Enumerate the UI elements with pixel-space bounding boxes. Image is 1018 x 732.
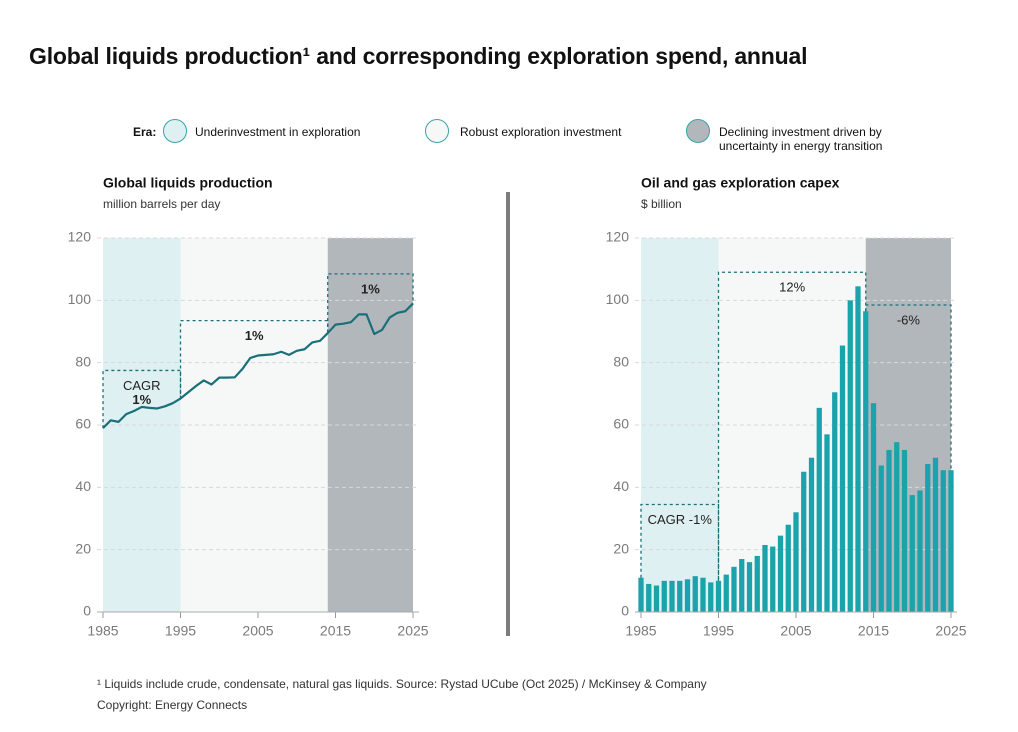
bar bbox=[669, 580, 675, 612]
period-label: 1% bbox=[132, 392, 151, 407]
x-tick-label: 1985 bbox=[87, 623, 118, 639]
bar bbox=[700, 577, 706, 612]
y-tick-label: 60 bbox=[75, 416, 91, 432]
bar bbox=[816, 407, 822, 612]
legend-text: Declining investment driven by uncertain… bbox=[719, 125, 883, 153]
chart: Global liquids production million barrels… bbox=[68, 175, 429, 639]
x-tick-label: 2005 bbox=[242, 623, 273, 639]
period-bracket bbox=[865, 304, 952, 471]
y-tick-label: 0 bbox=[621, 603, 629, 619]
bar bbox=[948, 470, 954, 612]
bar bbox=[925, 463, 931, 612]
period-bracket bbox=[179, 319, 329, 399]
bar bbox=[746, 562, 753, 612]
copyright: Copyright: Energy Connects bbox=[97, 698, 248, 712]
line bbox=[102, 302, 414, 429]
page-title: Global liquids production¹ and correspon… bbox=[29, 43, 808, 69]
y-tick-label: 100 bbox=[606, 291, 630, 307]
chart-subtitle: million barrels per day bbox=[103, 197, 220, 211]
legend-swatch bbox=[163, 119, 187, 143]
bar bbox=[785, 524, 791, 612]
bar bbox=[653, 585, 660, 612]
y-tick-label: 20 bbox=[75, 540, 91, 556]
footnote: ¹ Liquids include crude, condensate, nat… bbox=[97, 677, 707, 691]
bar bbox=[886, 449, 892, 612]
bar bbox=[847, 300, 853, 612]
bar bbox=[855, 286, 861, 612]
y-tick-label: 60 bbox=[613, 416, 629, 432]
chart-title: Oil and gas exploration capex bbox=[641, 175, 840, 191]
y-tick-label: 80 bbox=[613, 353, 629, 369]
y-tick-label: 80 bbox=[75, 353, 91, 369]
period-label: 1% bbox=[245, 328, 264, 343]
legend-swatch bbox=[425, 119, 449, 143]
bar bbox=[723, 574, 729, 612]
bar bbox=[793, 512, 799, 612]
x-tick-label: 1995 bbox=[703, 623, 734, 639]
bar bbox=[638, 577, 644, 612]
charts: Oil and gas exploration capex $ billion 0 2… bbox=[68, 175, 967, 639]
period-label: -6% bbox=[897, 312, 921, 327]
period-bracket bbox=[717, 271, 867, 581]
bar bbox=[801, 471, 807, 612]
bar bbox=[917, 490, 923, 612]
bar bbox=[661, 580, 667, 612]
bar bbox=[715, 580, 722, 612]
x-tick-label: 2025 bbox=[935, 623, 966, 639]
bar bbox=[863, 311, 869, 612]
bar bbox=[870, 403, 877, 612]
period-label: 12% bbox=[779, 280, 805, 295]
chart-subtitle: $ billion bbox=[641, 197, 682, 211]
period-label: 1% bbox=[361, 281, 380, 296]
x-tick-label: 1985 bbox=[625, 623, 656, 639]
y-tick-label: 20 bbox=[613, 540, 629, 556]
y-tick-label: 40 bbox=[75, 478, 91, 494]
chart-title: Global liquids production bbox=[103, 175, 273, 191]
legend-label: Era: bbox=[133, 125, 157, 139]
bar bbox=[770, 546, 776, 612]
bar bbox=[677, 580, 683, 612]
bar bbox=[646, 583, 652, 612]
y-tick-label: 120 bbox=[68, 229, 92, 245]
period-note: CAGR bbox=[123, 378, 161, 393]
bar bbox=[808, 457, 815, 612]
legend-text: Underinvestment in exploration bbox=[195, 125, 361, 139]
bar bbox=[878, 465, 884, 612]
bar bbox=[762, 544, 768, 612]
y-tick-label: 40 bbox=[613, 478, 629, 494]
x-tick-label: 2025 bbox=[397, 623, 428, 639]
y-tick-label: 0 bbox=[83, 603, 91, 619]
x-tick-label: 1995 bbox=[165, 623, 196, 639]
bar bbox=[692, 576, 698, 612]
bar bbox=[901, 449, 908, 612]
y-tick-label: 100 bbox=[68, 291, 92, 307]
bar bbox=[940, 470, 946, 612]
bar bbox=[777, 535, 784, 612]
bar bbox=[684, 579, 691, 612]
x-tick-label: 2015 bbox=[858, 623, 889, 639]
x-tick-label: 2005 bbox=[780, 623, 811, 639]
bar bbox=[839, 345, 846, 612]
bar bbox=[894, 442, 900, 612]
y-tick-label: 120 bbox=[606, 229, 630, 245]
bar bbox=[754, 555, 760, 612]
bar bbox=[731, 566, 737, 612]
bar bbox=[824, 434, 830, 612]
period-label: CAGR -1% bbox=[648, 512, 713, 527]
bar bbox=[932, 457, 939, 612]
bar bbox=[832, 392, 838, 612]
bar bbox=[909, 495, 915, 612]
bar bbox=[739, 559, 745, 612]
legend-swatch bbox=[686, 119, 710, 143]
chart: Oil and gas exploration capex $ billion 0 2… bbox=[606, 175, 967, 639]
divider bbox=[506, 192, 510, 636]
legend-text: Robust exploration investment bbox=[460, 125, 622, 139]
bar bbox=[708, 582, 714, 612]
period-bracket bbox=[102, 369, 182, 429]
x-tick-label: 2015 bbox=[320, 623, 351, 639]
